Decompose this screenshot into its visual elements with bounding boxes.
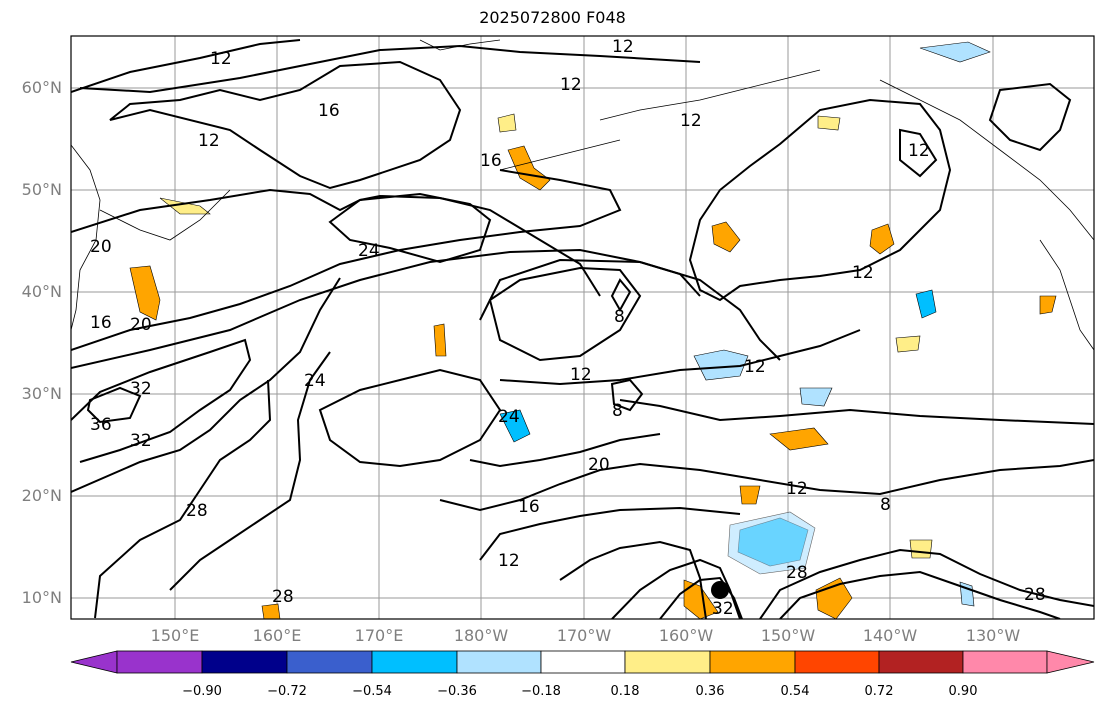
- contour-label: 16: [318, 101, 340, 121]
- lon-label: 170°W: [556, 626, 612, 645]
- colorbar-tick-label: −0.90: [182, 684, 222, 699]
- colorbar-tick-label: −0.18: [521, 684, 561, 699]
- contour-label: 12: [786, 479, 808, 499]
- contour-label: 12: [210, 49, 232, 69]
- shaded-fields: [129, 41, 1057, 619]
- colorbar-swatch: [286, 650, 373, 674]
- colorbar-extend-high: [1046, 650, 1095, 674]
- lat-label: 40°N: [21, 282, 62, 301]
- contour-label: 20: [90, 237, 112, 257]
- colorbar-swatch: [540, 650, 626, 674]
- contour-label: 16: [480, 151, 502, 171]
- contour-label: 12: [560, 75, 582, 95]
- contour-label: 24: [498, 407, 520, 427]
- colorbar-tick-label: 0.36: [695, 684, 725, 699]
- coastlines: [71, 39, 1094, 351]
- contour-label: 28: [786, 563, 808, 583]
- contour-label: 28: [272, 587, 294, 607]
- lat-label: 20°N: [21, 486, 62, 505]
- contour-label: 24: [358, 241, 380, 261]
- colorbar-tick-label: −0.36: [437, 684, 477, 699]
- lon-label: 150°W: [760, 626, 816, 645]
- colorbar-extend-low: [70, 650, 118, 674]
- contour-label: 32: [130, 431, 152, 451]
- map-title: 2025072800 F048: [479, 8, 626, 27]
- colorbar: [70, 650, 1095, 674]
- colorbar-swatch: [794, 650, 880, 674]
- contour-label: 8: [612, 401, 623, 421]
- colorbar-tick-label: 0.90: [948, 684, 978, 699]
- colorbar-tick-label: −0.72: [267, 684, 307, 699]
- lon-label: 160°W: [658, 626, 714, 645]
- storm-center-marker: [711, 581, 729, 599]
- colorbar-tick-label: −0.54: [352, 684, 392, 699]
- contour-label: 12: [198, 131, 220, 151]
- contour-label: 8: [614, 307, 625, 327]
- colorbar-swatch: [116, 650, 203, 674]
- contour-label: 12: [612, 37, 634, 57]
- colorbar-swatch: [201, 650, 288, 674]
- lat-label: 30°N: [21, 384, 62, 403]
- contour-label: 36: [90, 415, 112, 435]
- colorbar-tick-label: 0.72: [864, 684, 894, 699]
- contour-label: 32: [712, 599, 734, 619]
- contour-label-group: 12 12 12 16 12 12 16 24 20 16 20 32 36 3…: [90, 37, 1046, 619]
- lon-label: 160°E: [252, 626, 302, 645]
- contour-label: 12: [744, 357, 766, 377]
- colorbar-swatch: [878, 650, 964, 674]
- lon-label: 130°W: [965, 626, 1021, 645]
- contour-label: 28: [186, 501, 208, 521]
- colorbar-swatch: [371, 650, 458, 674]
- lat-label: 50°N: [21, 180, 62, 199]
- lat-label: 60°N: [21, 78, 62, 97]
- contour-lines: [71, 39, 1094, 619]
- contour-label: 12: [570, 365, 592, 385]
- lon-label: 150°E: [150, 626, 200, 645]
- contour-label: 16: [518, 497, 540, 517]
- contour-label: 20: [130, 315, 152, 335]
- colorbar-tick-label: 0.18: [610, 684, 640, 699]
- lon-label: 180°W: [453, 626, 509, 645]
- lon-label: 170°E: [354, 626, 404, 645]
- colorbar-swatch: [624, 650, 711, 674]
- contour-label: 12: [908, 141, 930, 161]
- contour-label: 12: [680, 111, 702, 131]
- contour-label: 16: [90, 313, 112, 333]
- contour-label: 24: [304, 371, 326, 391]
- contour-label: 8: [880, 495, 891, 515]
- contour-label: 20: [588, 455, 610, 475]
- colorbar-tick-label: 0.54: [780, 684, 810, 699]
- contour-label: 12: [498, 551, 520, 571]
- lat-label: 10°N: [21, 588, 62, 607]
- colorbar-swatch: [709, 650, 796, 674]
- plot-area: [71, 36, 1094, 619]
- lon-label: 140°W: [862, 626, 918, 645]
- map-frame: [70, 35, 1095, 620]
- contour-label: 12: [852, 263, 874, 283]
- contour-label: 28: [1024, 585, 1046, 605]
- colorbar-swatch: [456, 650, 542, 674]
- colorbar-swatch: [962, 650, 1048, 674]
- contour-label: 32: [130, 379, 152, 399]
